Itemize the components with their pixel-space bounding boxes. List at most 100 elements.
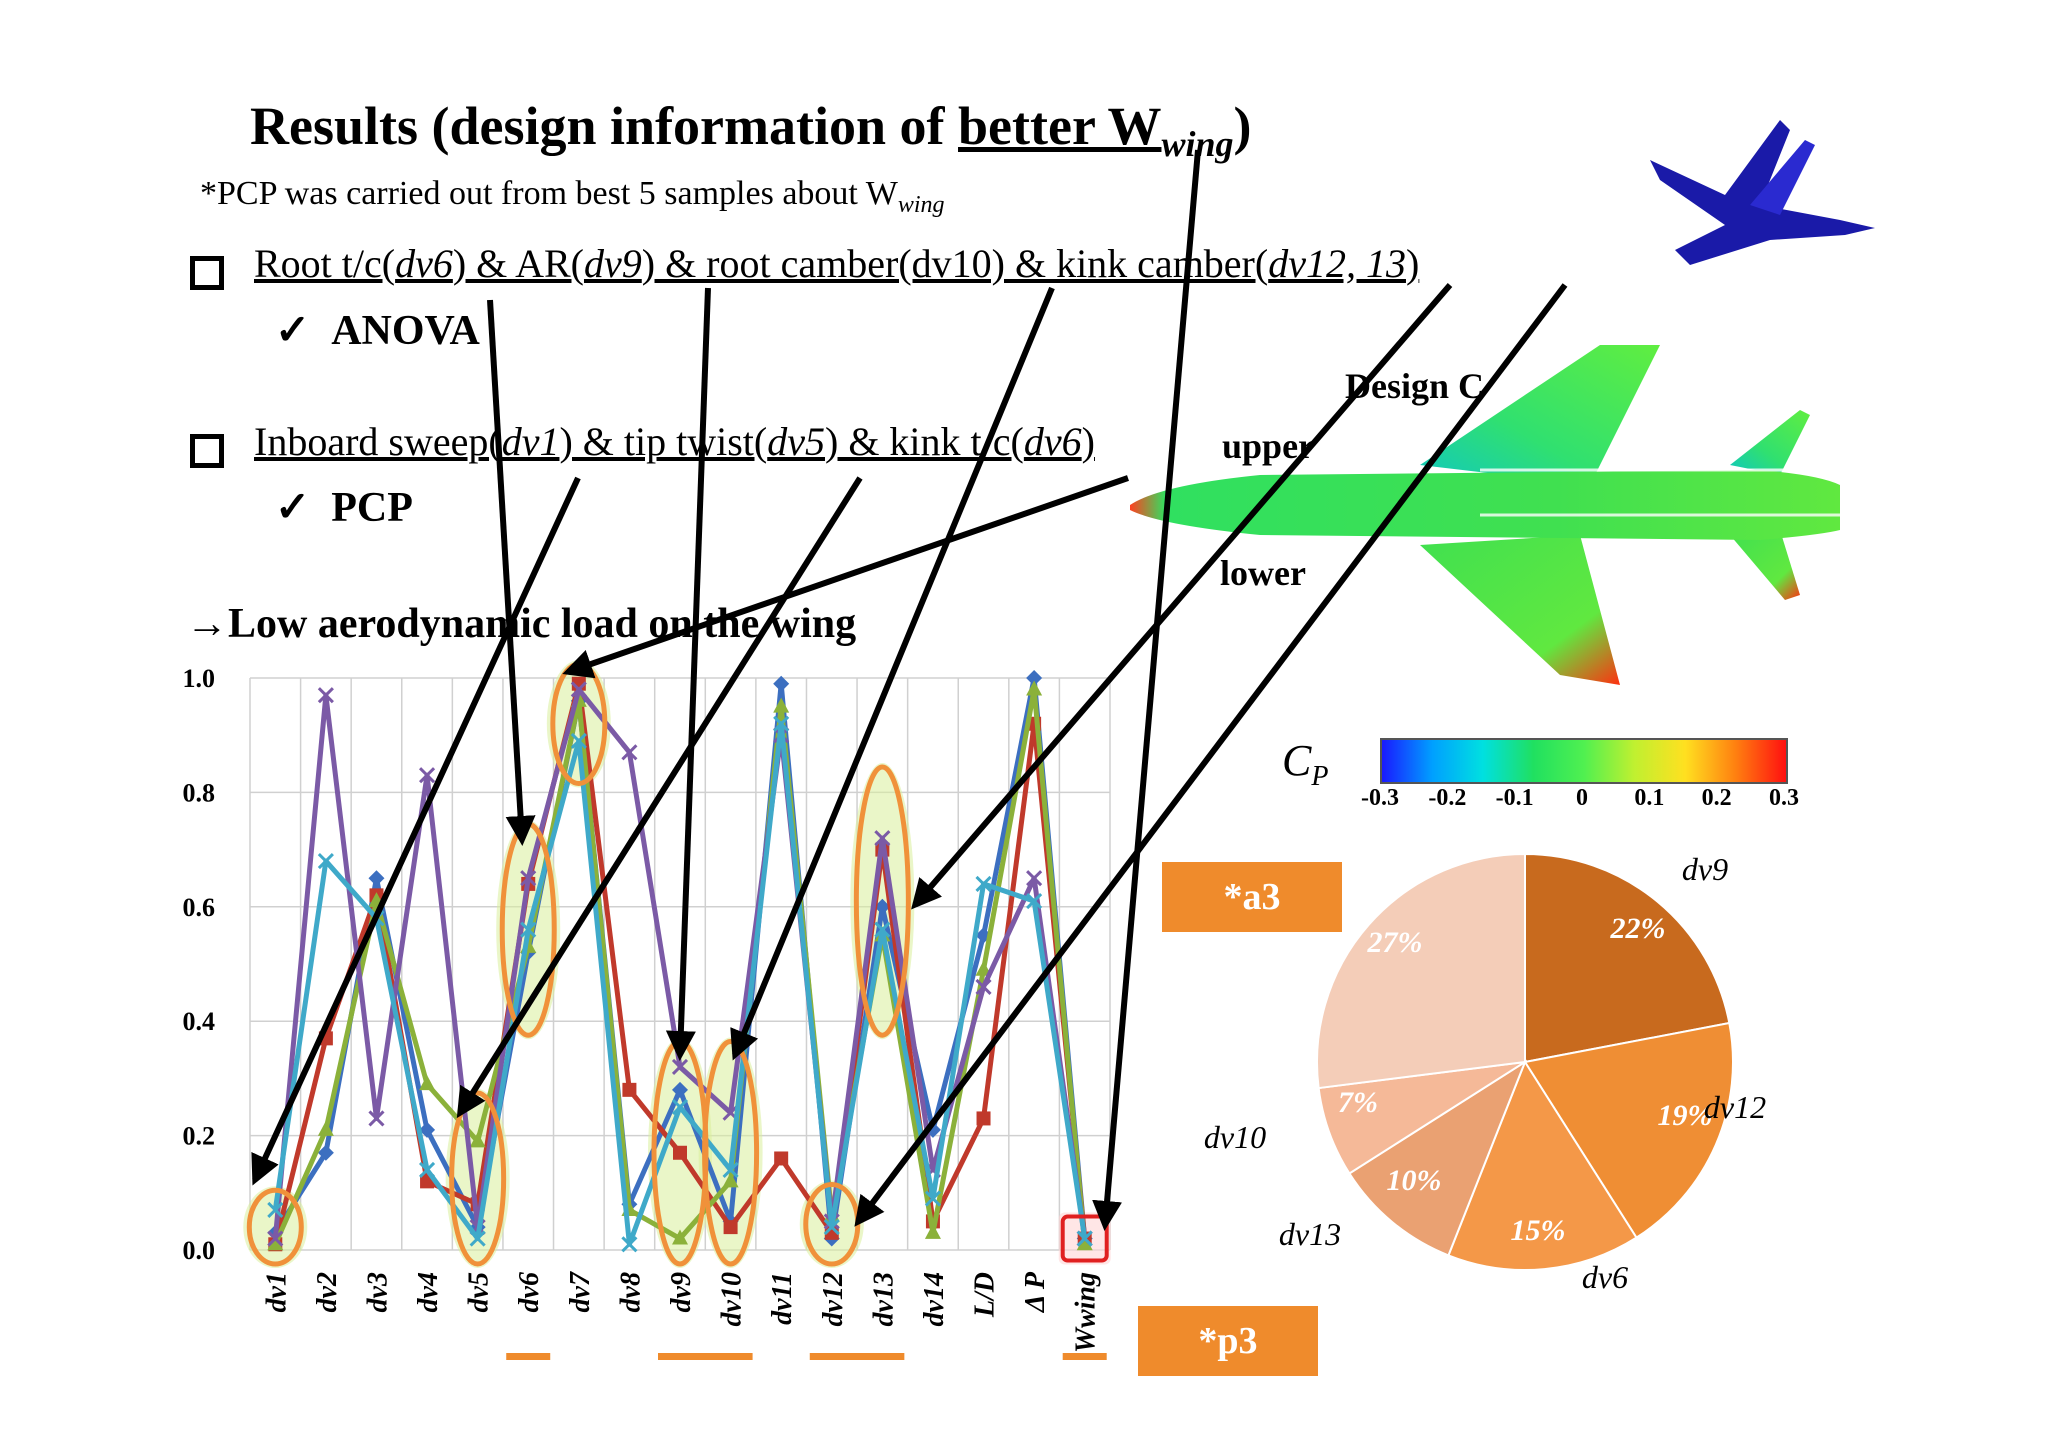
data-point <box>368 870 385 887</box>
line-chart-y-ticks: 0.0 0.2 0.4 0.6 0.8 1.0 <box>183 664 216 1265</box>
line-chart-x-ticks: dv1 dv2 dv3 dv4 dv5 dv6 dv7 dv8 dv9 dv10 dv11 dv12 d… <box>261 1271 1101 1353</box>
data-point <box>621 1236 638 1253</box>
x-tick-label: L/D <box>970 1272 1001 1318</box>
pie-category-label: dv6 <box>1582 1259 1628 1295</box>
check-anova: ✓ ANOVA <box>275 305 480 355</box>
wwing-highlight-box <box>1060 1214 1109 1263</box>
data-point <box>267 1201 284 1219</box>
annotation-arrows <box>251 149 1568 1231</box>
data-point <box>773 715 790 732</box>
bullet-1-part: ) & root camber(dv10) & kink camber( <box>641 241 1269 286</box>
pie-category-label: dv13 <box>1279 1216 1341 1252</box>
annotation-arrow <box>1092 149 1201 1231</box>
bullet-2-part: dv5 <box>767 419 825 464</box>
colorbar-title-sub: P <box>1311 760 1329 792</box>
bullet-1-part: ) <box>1405 241 1420 286</box>
x-tick-label: dv13 <box>868 1272 899 1326</box>
bullet-2-part: dv6 <box>1023 419 1082 464</box>
data-point <box>874 898 891 915</box>
data-point <box>1076 1230 1093 1247</box>
colorbar-tick-label: 0.1 <box>1634 785 1665 811</box>
pie-category-label: dv12 <box>1704 1089 1766 1125</box>
pie-category-label: dv9 <box>1682 851 1728 887</box>
x-tick-label: dv12 <box>818 1272 849 1326</box>
lower-label: lower <box>1220 553 1306 593</box>
highlight-glows <box>243 660 1111 1268</box>
design-label: Design C <box>1345 366 1485 406</box>
pie-value-label: 22% <box>1610 912 1666 945</box>
annotation-arrow <box>456 476 863 1119</box>
x-tick-label: dv4 <box>413 1272 444 1312</box>
bullet-2-part: ) & tip twist( <box>559 419 768 464</box>
bullet-1-part: dv9 <box>583 241 642 286</box>
category-underline <box>1062 1353 1107 1360</box>
tag-a3: *a3 <box>1162 862 1342 932</box>
data-point <box>723 1220 738 1235</box>
pie-slice <box>1524 852 1731 1064</box>
bullet-1-part: ) & AR( <box>452 241 584 286</box>
colorbar-tick-label: 0 <box>1576 785 1588 811</box>
title-better-text: better W <box>958 96 1162 156</box>
annotation-arrow <box>251 476 581 1186</box>
data-point <box>671 1058 689 1076</box>
data-point <box>673 1145 687 1160</box>
y-tick-label: 0.2 <box>183 1122 216 1151</box>
x-tick-label: Δ P <box>1020 1271 1051 1313</box>
colorbar-tick-label: 0.2 <box>1701 785 1732 811</box>
data-point <box>1026 680 1043 696</box>
colorbar-tick-label: 0.3 <box>1769 785 1799 811</box>
y-tick-label: 1.0 <box>183 664 216 693</box>
x-tick-label: dv3 <box>362 1272 393 1312</box>
check-anova-label: ANOVA <box>331 308 480 354</box>
data-point <box>570 681 587 698</box>
data-point <box>975 875 992 892</box>
data-point <box>267 1230 284 1247</box>
data-point <box>924 1223 941 1239</box>
annotation-arrow <box>854 283 1568 1227</box>
x-tick-label: dv9 <box>666 1272 697 1312</box>
x-tick-label: dv10 <box>717 1272 748 1326</box>
bullet-1-text: Root t/c(dv6) & AR(dv9) & root camber(dv… <box>254 241 1419 286</box>
data-point <box>621 744 638 761</box>
data-point <box>520 921 537 938</box>
pie-slice <box>1316 852 1526 1090</box>
data-point <box>773 675 790 692</box>
data-point <box>672 1229 688 1245</box>
category-underline <box>809 1353 905 1360</box>
data-point <box>722 1161 739 1178</box>
colorbar-tick-label: -0.1 <box>1495 785 1534 811</box>
pie-slice <box>1347 1059 1528 1257</box>
data-point <box>722 1172 739 1188</box>
data-point <box>418 767 436 784</box>
check-pcp-label: PCP <box>331 485 413 531</box>
data-point <box>672 1081 688 1098</box>
data-point <box>773 697 790 713</box>
x-tick-label: dv11 <box>767 1272 798 1325</box>
data-point <box>975 978 992 995</box>
data-point <box>317 1120 334 1136</box>
pie-value-label: 10% <box>1387 1164 1442 1197</box>
data-point <box>874 921 891 938</box>
x-tick-label: dv2 <box>312 1272 343 1312</box>
pie-category-label: dv10 <box>1204 1119 1266 1155</box>
pie-value-label: 27% <box>1367 926 1423 959</box>
x-tick-label: dv5 <box>464 1272 495 1312</box>
data-point <box>267 1235 284 1251</box>
note: *PCP was carried out from best 5 samples… <box>200 175 945 219</box>
data-point <box>317 687 334 704</box>
pie-value-label: 15% <box>1511 1214 1566 1247</box>
category-underlines <box>506 1353 1107 1360</box>
data-point <box>774 1151 789 1166</box>
x-tick-label: dv8 <box>615 1272 646 1312</box>
pie-slice <box>1523 1021 1734 1240</box>
pie-chart: 22% dv9 19%dv12 15% dv6 10% dv13 7% dv10 27% <box>1204 851 1766 1295</box>
page-title: Results (design information of better Ww… <box>250 95 1252 165</box>
data-point <box>419 1075 436 1091</box>
bullet-1-part: dv12, 13 <box>1268 241 1406 286</box>
pie-value-label: 19% <box>1658 1099 1713 1132</box>
data-point <box>671 1098 689 1116</box>
data-point <box>520 870 537 887</box>
check-pcp: ✓ PCP <box>275 482 413 532</box>
colorbar-title: CP <box>1282 735 1328 793</box>
design-c-aircraft-image <box>1130 345 1840 685</box>
